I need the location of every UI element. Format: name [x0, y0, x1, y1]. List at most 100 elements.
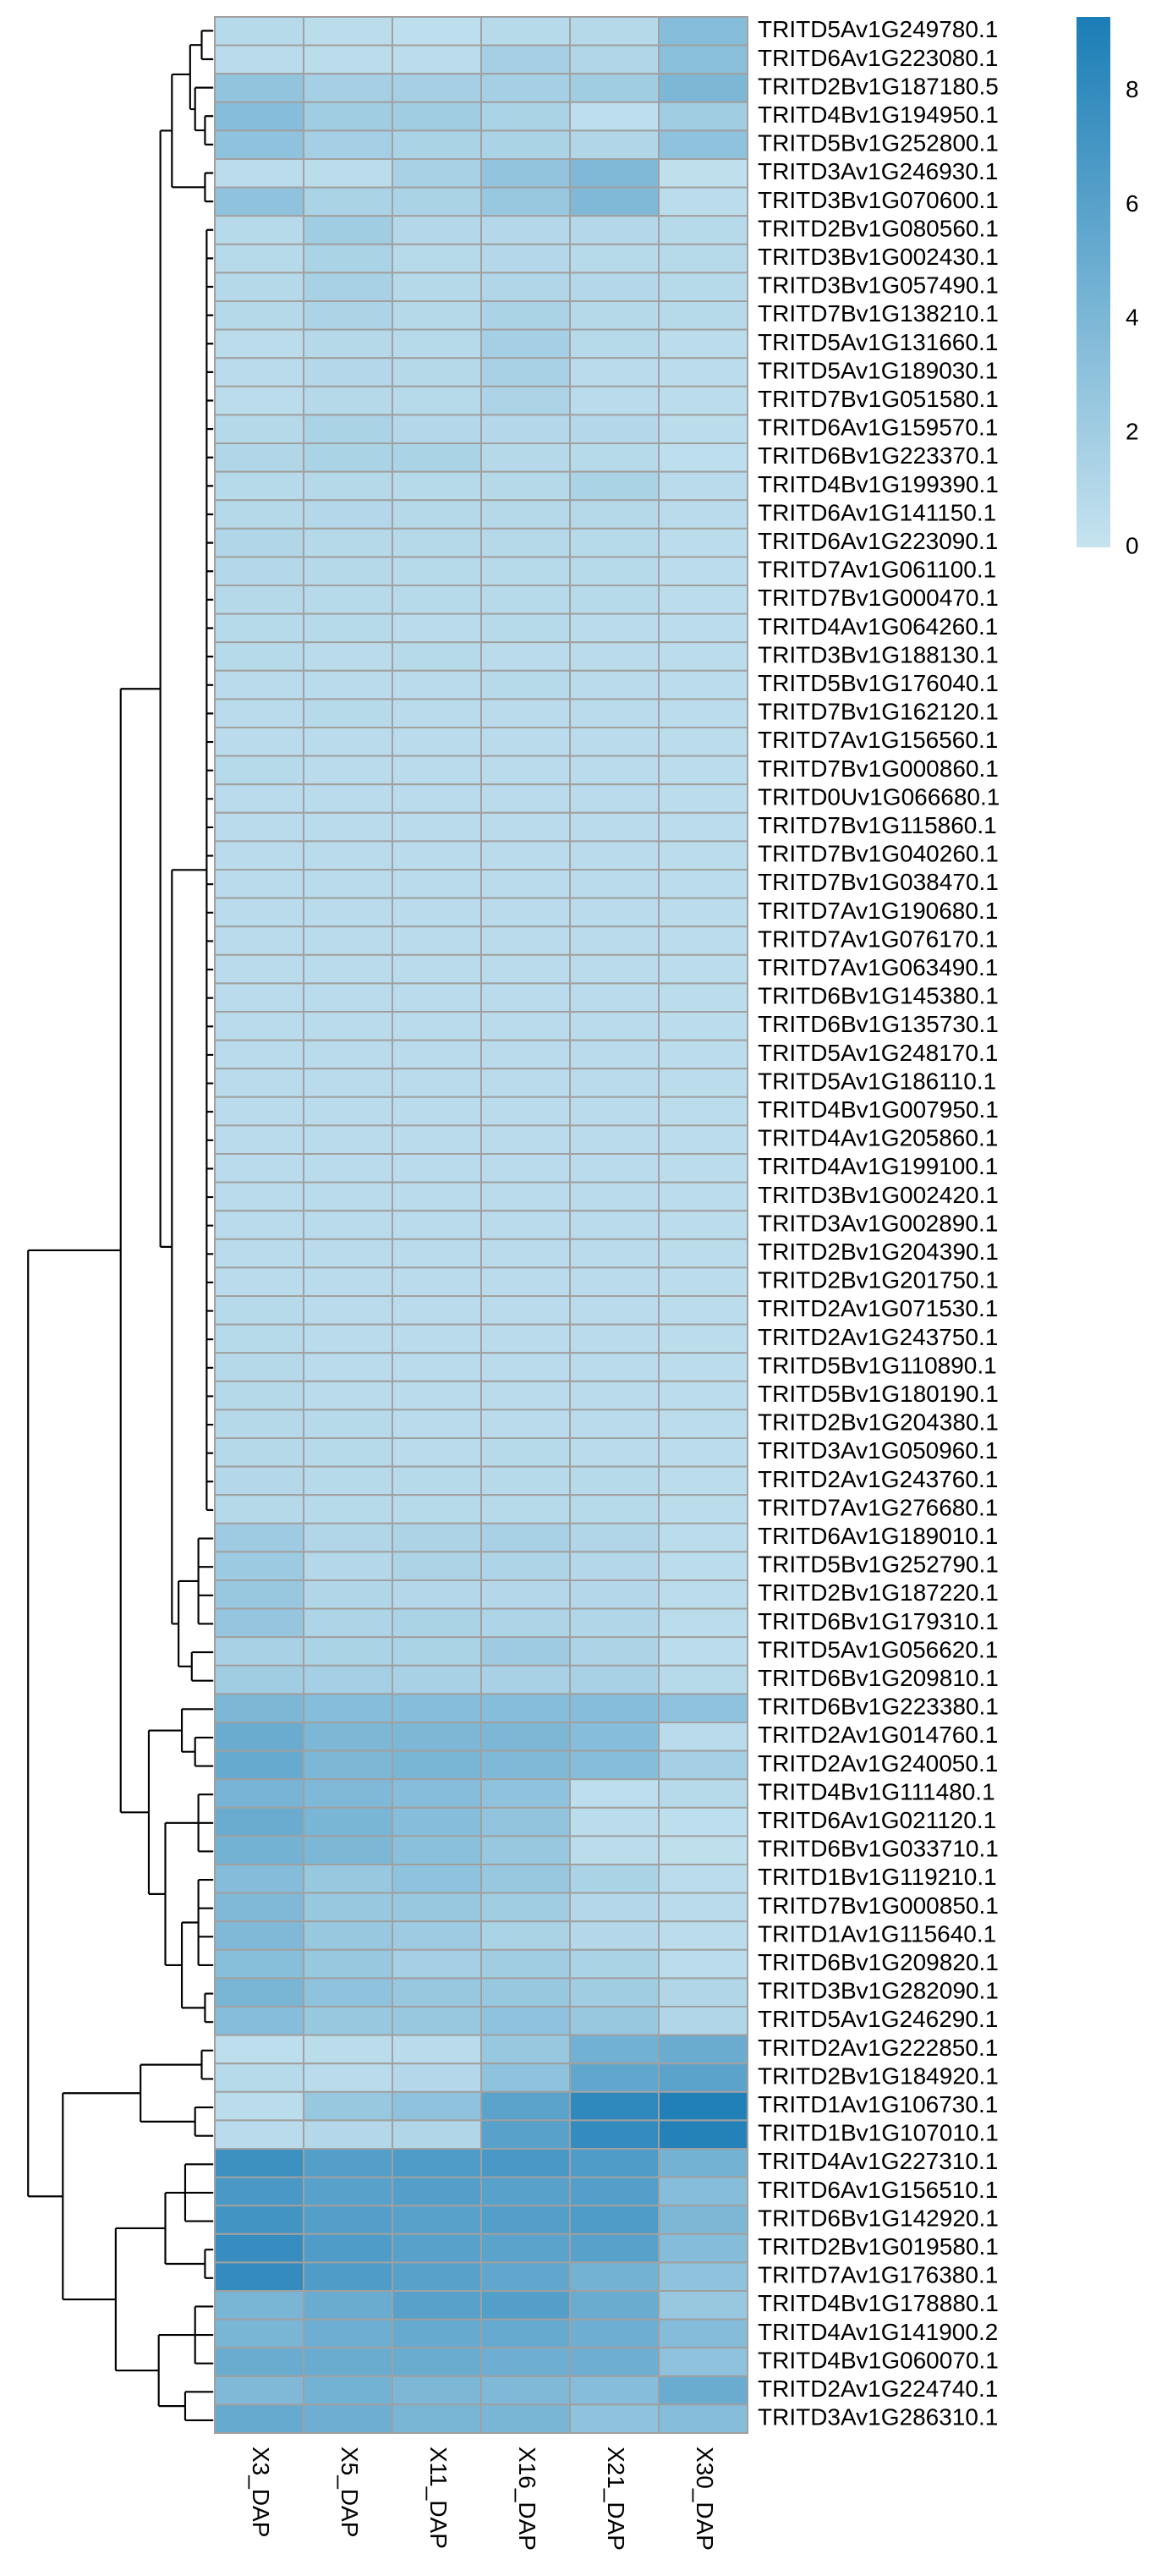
- row-label: TRITD2Bv1G204390.1: [758, 1239, 999, 1265]
- colorbar-tick-label: 0: [1126, 532, 1139, 558]
- heatmap-cell: [480, 300, 571, 331]
- heatmap-cell: [303, 2119, 393, 2150]
- heatmap-cell: [658, 612, 748, 644]
- heatmap-cell: [569, 755, 660, 786]
- heatmap-cell: [658, 1039, 748, 1070]
- heatmap-cell: [214, 2403, 304, 2434]
- heatmap-cell: [569, 1722, 660, 1752]
- heatmap-cell: [658, 698, 748, 729]
- heatmap-cell: [569, 1864, 660, 1894]
- heatmap-cell: [569, 1039, 660, 1070]
- heatmap-cell: [392, 16, 482, 47]
- column-label: X11_DAP: [425, 2447, 452, 2549]
- row-label: TRITD6Bv1G223370.1: [758, 442, 999, 469]
- heatmap-cell: [214, 1409, 304, 1440]
- heatmap-cell: [214, 2148, 304, 2178]
- row-label: TRITD7Av1G176380.1: [758, 2262, 998, 2288]
- heatmap-cell: [658, 2290, 748, 2321]
- heatmap-cell: [392, 2290, 482, 2321]
- heatmap-cell: [392, 2090, 482, 2122]
- heatmap-cell: [480, 499, 571, 530]
- heatmap-cell: [658, 1749, 748, 1781]
- row-label: TRITD3Bv1G002420.1: [758, 1182, 999, 1208]
- heatmap-cell: [658, 556, 748, 587]
- heatmap-cell: [303, 811, 393, 843]
- heatmap-cell: [214, 811, 304, 843]
- heatmap-cell: [569, 1181, 660, 1212]
- heatmap-cell: [392, 811, 482, 843]
- heatmap-cell: [480, 1238, 571, 1269]
- heatmap-cell: [658, 300, 748, 331]
- heatmap-cell: [214, 1380, 304, 1411]
- heatmap-cell: [658, 783, 748, 814]
- heatmap-cell: [480, 101, 571, 132]
- row-label: TRITD5Av1G248170.1: [758, 1040, 998, 1066]
- heatmap-cell: [214, 1948, 304, 1980]
- heatmap-cell: [392, 1409, 482, 1440]
- heatmap-cell: [480, 215, 571, 245]
- heatmap-cell: [658, 527, 748, 558]
- heatmap-cell: [214, 1522, 304, 1553]
- heatmap-cell: [569, 1465, 660, 1497]
- heatmap-cell: [303, 1380, 393, 1411]
- heatmap-cell: [214, 2318, 304, 2349]
- heatmap-cell: [214, 1778, 304, 1809]
- heatmap-cell: [214, 2006, 304, 2036]
- heatmap-cell: [303, 2290, 393, 2321]
- heatmap-cell: [214, 1551, 304, 1582]
- heatmap-cell: [214, 1749, 304, 1781]
- row-label: TRITD2Bv1G187180.5: [758, 73, 999, 99]
- heatmap-cell: [569, 925, 660, 956]
- heatmap-cell: [569, 1295, 660, 1326]
- heatmap-cell: [392, 1153, 482, 1184]
- heatmap-cell: [303, 243, 393, 274]
- heatmap-cell: [303, 1266, 393, 1298]
- heatmap-cell: [658, 2205, 748, 2235]
- heatmap-cell: [303, 1607, 393, 1639]
- heatmap-cell: [214, 1039, 304, 1070]
- heatmap-cell: [392, 1011, 482, 1041]
- heatmap-cell: [214, 982, 304, 1013]
- heatmap-cell: [214, 1722, 304, 1752]
- heatmap-cell: [303, 1806, 393, 1837]
- heatmap-cell: [392, 1977, 482, 2008]
- heatmap-cell: [214, 1892, 304, 1923]
- row-label: TRITD4Av1G227310.1: [758, 2148, 998, 2174]
- heatmap-cell: [214, 2119, 304, 2150]
- heatmap-cell: [658, 669, 748, 700]
- heatmap-cell: [480, 44, 571, 75]
- heatmap-cell: [480, 1977, 571, 2008]
- heatmap-cell: [480, 186, 571, 217]
- row-label: TRITD7Bv1G051580.1: [758, 386, 999, 412]
- heatmap-cell: [658, 158, 748, 189]
- heatmap-cell: [569, 2090, 660, 2122]
- heatmap-cell: [569, 186, 660, 217]
- heatmap-cell: [480, 1124, 571, 1156]
- heatmap-cell: [303, 2318, 393, 2349]
- colorbar-tick-label: 4: [1126, 305, 1139, 331]
- heatmap-cell: [658, 2176, 748, 2207]
- heatmap-cell: [658, 2375, 748, 2406]
- heatmap-cell: [569, 1096, 660, 1127]
- row-label: TRITD6Bv1G179310.1: [758, 1608, 999, 1634]
- heatmap-cell: [569, 2233, 660, 2264]
- heatmap-cell: [658, 2006, 748, 2036]
- heatmap-cell: [392, 982, 482, 1013]
- heatmap-cell: [569, 840, 660, 871]
- heatmap-cell: [392, 2062, 482, 2093]
- heatmap-cell: [569, 1778, 660, 1809]
- heatmap-cell: [658, 1210, 748, 1240]
- heatmap-cell: [480, 925, 571, 956]
- heatmap-cell: [214, 2347, 304, 2377]
- heatmap-cell: [392, 272, 482, 302]
- heatmap-cell: [569, 2062, 660, 2093]
- heatmap-cell: [658, 1579, 748, 1610]
- heatmap-cell: [658, 1323, 748, 1354]
- heatmap-cell: [392, 2403, 482, 2434]
- heatmap-cell: [480, 2176, 571, 2207]
- row-label: TRITD6Av1G159570.1: [758, 415, 998, 441]
- column-label: X5_DAP: [337, 2447, 363, 2537]
- heatmap-cell: [480, 1181, 571, 1212]
- heatmap-cell: [303, 2176, 393, 2207]
